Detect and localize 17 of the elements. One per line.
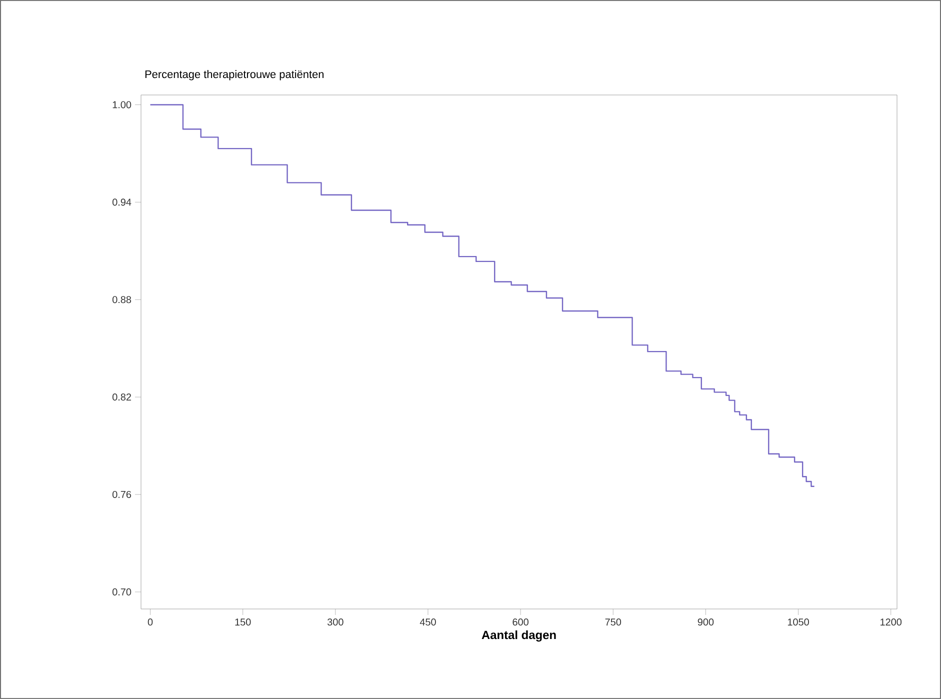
x-tick-label: 900 <box>698 618 714 626</box>
x-tick-label: 150 <box>235 618 251 626</box>
x-tick-label: 300 <box>327 618 344 626</box>
x-tick-label: 1050 <box>788 618 809 626</box>
x-tick-label: 1200 <box>880 618 902 626</box>
y-tick-label: 0.76 <box>112 490 132 498</box>
x-tick-label: 600 <box>512 618 528 626</box>
y-tick-label: 0.88 <box>112 296 132 304</box>
y-tick-label: 1.00 <box>112 101 132 108</box>
x-axis-title: Aantal dagen <box>482 630 556 642</box>
y-tick-label: 0.82 <box>112 394 131 401</box>
x-tick-label: 450 <box>420 618 436 626</box>
chart-title: Percentage therapietrouwe patiënten <box>145 70 324 80</box>
y-tick-label: 0.94 <box>112 198 132 206</box>
y-tick-label: 0.70 <box>112 588 132 596</box>
x-tick-label: 0 <box>148 618 153 626</box>
x-tick-label: 750 <box>605 618 622 626</box>
